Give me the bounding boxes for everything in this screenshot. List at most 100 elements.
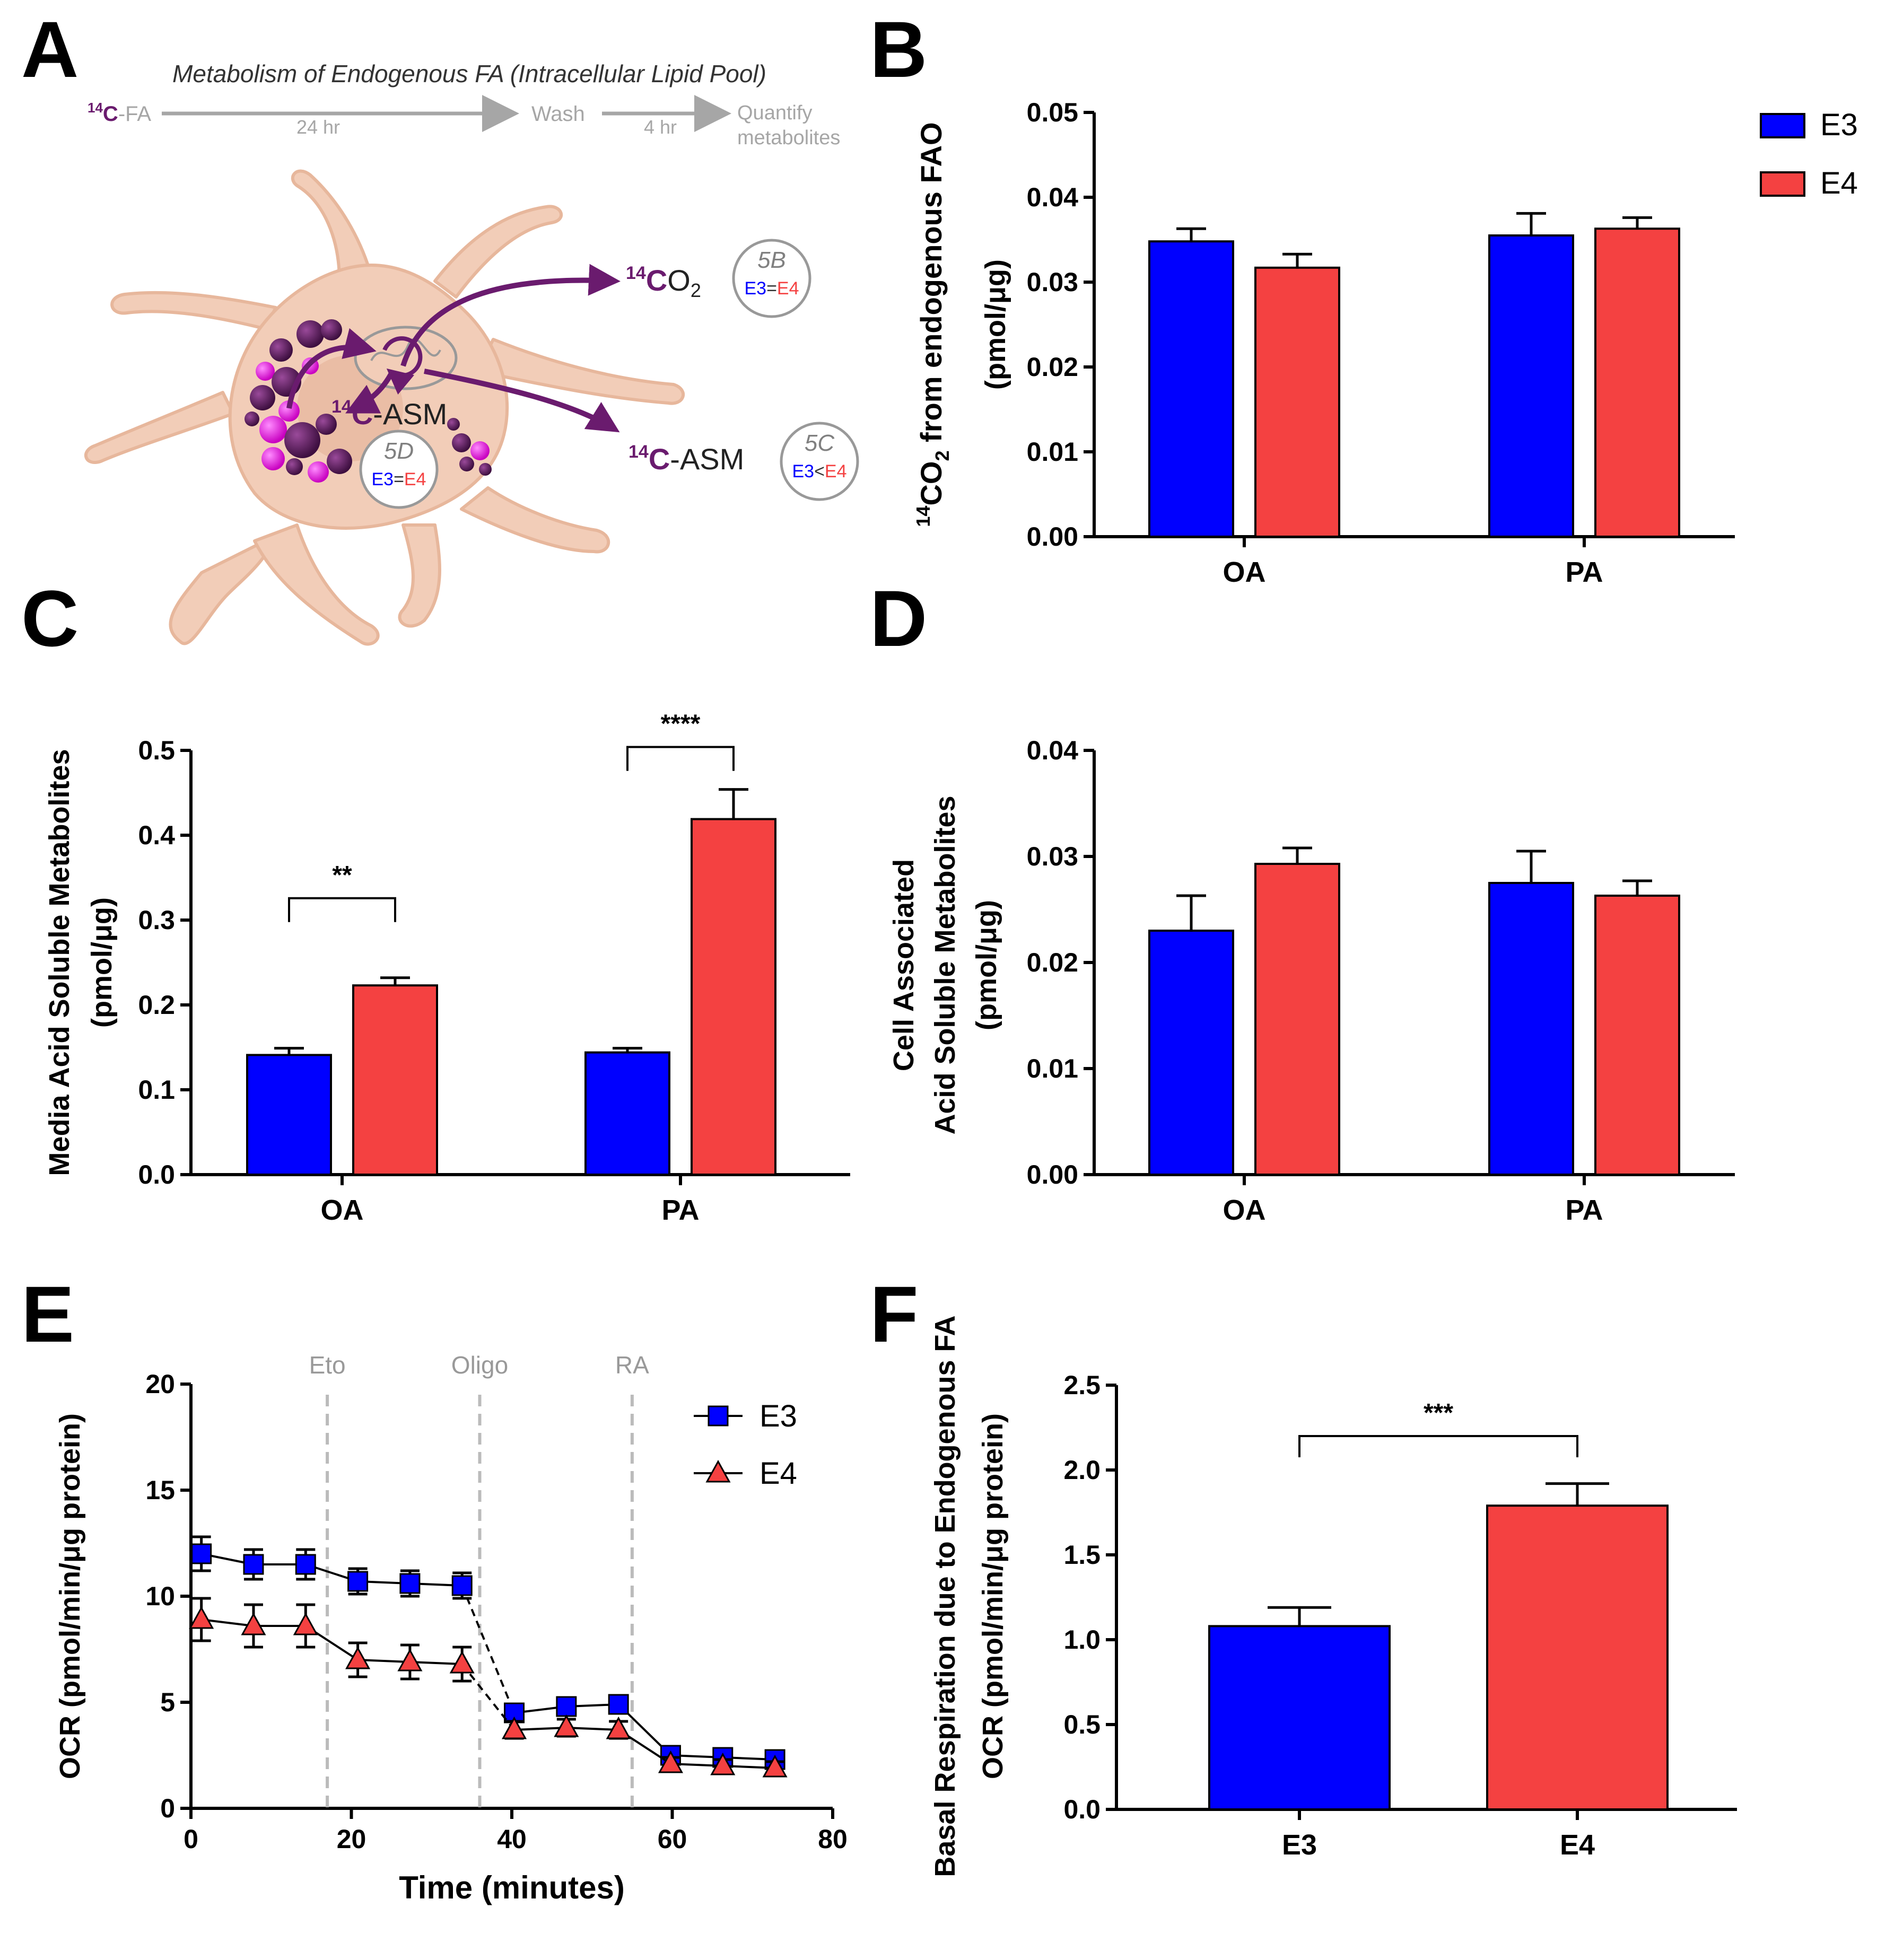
series-line-e4 [566,1727,619,1731]
y-tick-label: 0.5 [138,736,175,765]
y-tick-label: 1.5 [1063,1540,1101,1570]
bar-e4-oa [1254,266,1340,538]
badge-5d: 5D E3=E4 [359,430,439,509]
x-tick-label: 0 [184,1824,198,1854]
y-tick-label: 0.02 [1027,352,1078,382]
point-e3 [451,1575,473,1596]
x-tick-label: PA [1565,1194,1603,1226]
y-axis-label-2: OCR (pmol/min/μg protein) [977,1413,1009,1779]
y-axis-label-2: Acid Soluble Metabolites [929,795,961,1134]
y-tick-label: 2.0 [1063,1455,1101,1485]
panel-letter-e: E [21,1270,74,1359]
svg-text:E3<E4: E3<E4 [792,461,846,482]
panel-letter-c: C [21,574,78,663]
y-tick-label: 15 [145,1475,175,1505]
x-tick-label: 80 [818,1824,848,1854]
chart-d: 0.00 0.01 0.02 0.03 0.04 OA PA Cell Associated A… [888,736,1735,1226]
x-tick-label: PA [1565,556,1603,588]
significance-label: ** [332,861,352,889]
y-tick-label: 0.03 [1027,267,1078,297]
x-axis-label: Time (minutes) [399,1870,625,1905]
schematic-title: Metabolism of Endogenous FA (Intracellul… [172,60,766,88]
significance-bracket [626,746,735,771]
y-axis-label-part: CO [914,461,948,506]
legend-marker [708,1405,729,1427]
y-axis-label: Media Acid Soluble Metabolites [43,749,75,1176]
bar-e4-pa [691,818,776,1176]
chart-b: 0.00 0.01 0.02 0.03 0.04 0.05 OA PA 14CO2 from e… [912,98,1735,588]
x-tick-label: 40 [497,1824,527,1854]
point-e4 [710,1752,736,1775]
y-axis-label-part: from endogenous FAO [914,122,948,450]
y-tick-label: 0.00 [1027,1160,1078,1189]
legend-label-e3: E3 [1820,108,1858,142]
y-tick-label: 0.00 [1027,522,1078,552]
point-e4 [293,1612,318,1635]
panel-letter-b: B [870,5,927,94]
panel-letter-d: D [870,574,927,663]
panel-letter-f: F [870,1270,919,1359]
y-tick-label: 0.2 [138,990,175,1020]
y-axis-label: Cell Associated [888,859,920,1071]
y-tick-label: 10 [145,1581,175,1611]
y-tick-label: 0.0 [138,1160,175,1189]
point-e3 [399,1573,421,1594]
point-e4 [345,1646,371,1669]
legend-swatch-e3 [1760,113,1805,138]
schematic-panel: Metabolism of Endogenous FA (Intracellul… [84,60,859,646]
y-tick-label: 0.01 [1027,1054,1078,1083]
injection-label: RA [615,1351,649,1379]
bar-e4-oa [1254,863,1340,1176]
bar-e3-pa [1488,882,1574,1176]
bar-e3-pa [584,1051,670,1176]
chart-e: 0 5 10 15 20 0 20 40 60 80 Time (minutes) OCR (pmol… [54,1351,848,1905]
x-tick-label: E4 [1560,1829,1595,1861]
point-e3 [608,1694,629,1715]
x-tick-label: OA [1223,556,1266,588]
y-axis-label: 14CO2 from endogenous FAO [912,122,953,527]
y-tick-label: 2.5 [1063,1370,1101,1400]
svg-text:E3=E4: E3=E4 [371,469,426,489]
point-e4 [658,1750,684,1773]
series-line-e4 [357,1659,410,1663]
series-line-e4 [670,1763,723,1767]
point-e3 [243,1554,264,1575]
y-tick-label: 0.0 [1063,1795,1101,1824]
series-line-e4 [201,1618,254,1627]
point-e4 [241,1612,266,1635]
fa-label: 14C-FA [88,100,151,126]
point-e4 [606,1716,631,1739]
y-tick-label: 0.3 [138,905,175,935]
x-tick-label: E3 [1282,1829,1317,1861]
injection-label: Eto [309,1351,346,1379]
timeline-quantify: Quantify [737,102,813,124]
co2-label: 14CO2 [626,263,701,301]
point-e4 [501,1716,527,1739]
series-line-e4 [722,1765,775,1769]
badge-5b: 5B E3=E4 [732,239,811,318]
y-tick-label: 20 [145,1369,175,1399]
timeline-step1: 24 hr [296,116,340,138]
series-line-e4 [409,1661,462,1665]
y-axis-label: Basal Respiration due to Endogenous FA [929,1315,961,1877]
y-tick-label: 5 [160,1687,175,1717]
y-axis-label-part: 14 [912,506,934,527]
bar-e3-pa [1488,234,1574,538]
y-tick-label: 0.03 [1027,842,1078,871]
outer-asm-label: 14C-ASM [628,442,744,476]
point-e3 [556,1696,577,1717]
x-tick-label: 60 [658,1824,687,1854]
significance-label: *** [1424,1399,1453,1427]
legend-swatch-e4 [1760,171,1805,197]
y-tick-label: 0.1 [138,1075,175,1105]
legend-marker [705,1459,731,1483]
legend-label: E4 [759,1456,797,1491]
point-e4 [397,1648,423,1672]
y-tick-label: 0 [160,1793,175,1823]
y-tick-label: 0.04 [1027,736,1079,765]
inner-asm-label: 14C-ASM [331,397,447,431]
bar-e4 [1486,1504,1669,1810]
y-tick-label: 0.04 [1027,182,1079,212]
point-e4 [762,1754,788,1778]
